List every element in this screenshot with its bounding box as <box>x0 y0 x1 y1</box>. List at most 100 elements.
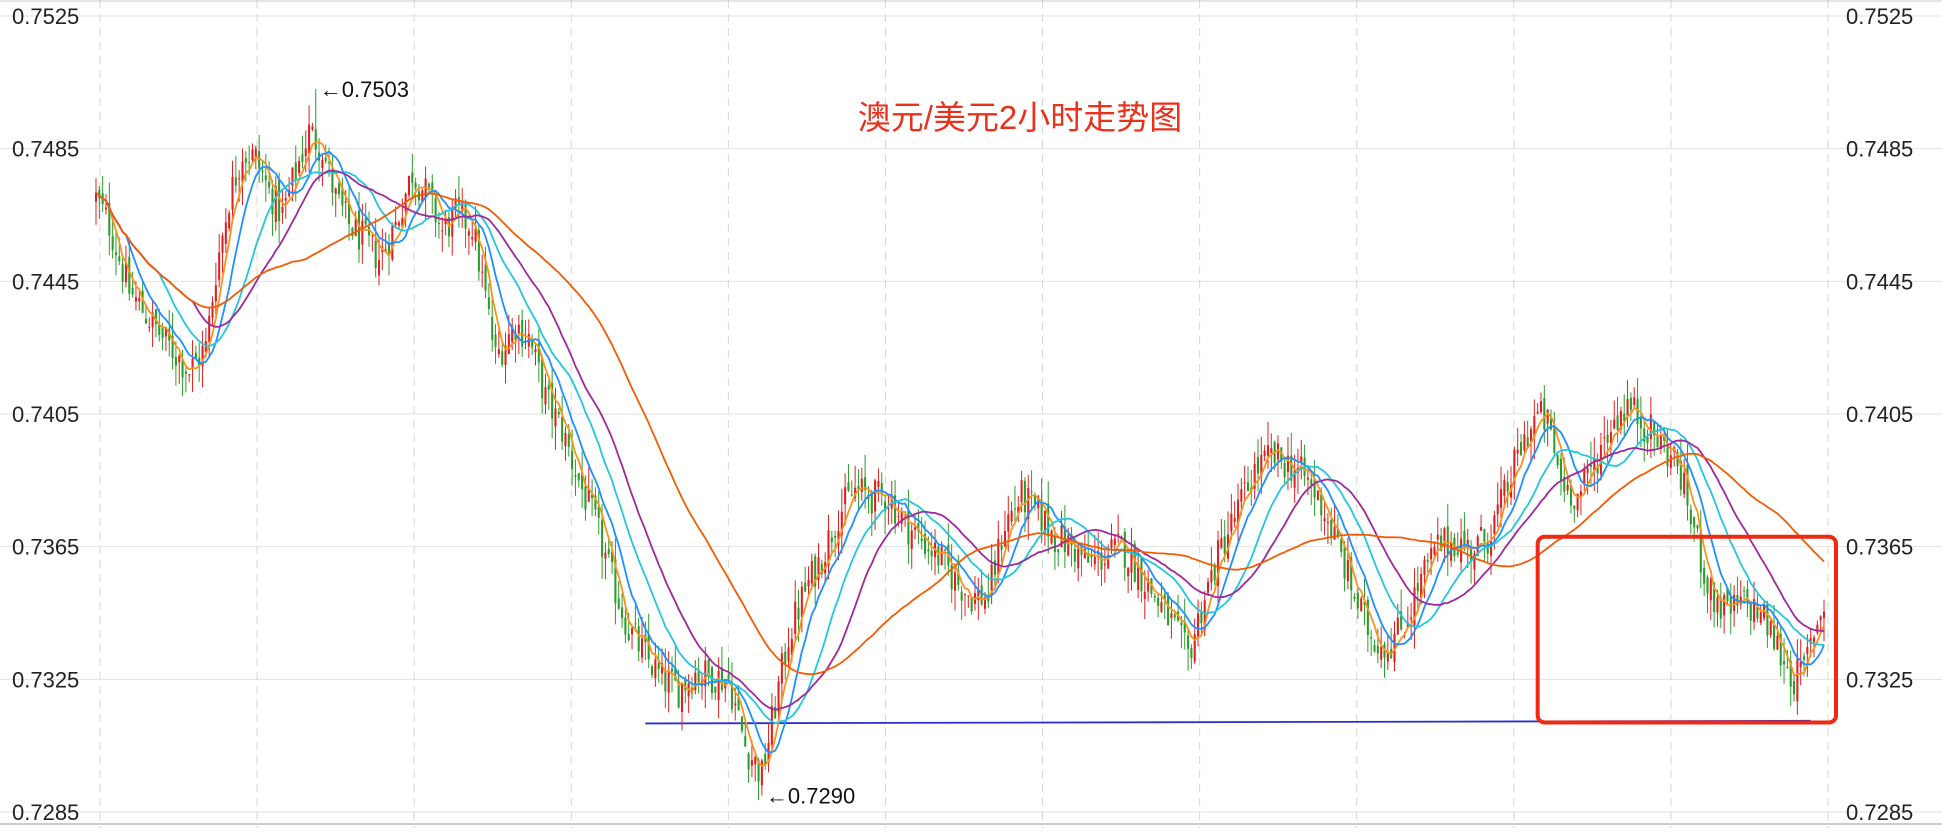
candle-341 <box>1230 493 1233 540</box>
candle-236 <box>880 472 883 506</box>
candle-233 <box>870 489 873 536</box>
candle-150 <box>594 487 597 517</box>
candle-62 <box>301 135 304 169</box>
candle-351 <box>1263 444 1266 462</box>
candle-410 <box>1460 518 1463 571</box>
candle-218 <box>820 559 823 579</box>
candle-461 <box>1629 392 1632 421</box>
candle-27 <box>184 366 187 393</box>
candle-190 <box>727 657 730 683</box>
candle-359 <box>1290 432 1293 489</box>
candle-340 <box>1226 511 1230 563</box>
candle-180 <box>694 660 697 695</box>
ma-line-60 <box>95 192 1825 676</box>
candle-383 <box>1370 629 1373 657</box>
candle-120 <box>494 323 497 364</box>
candle-270 <box>993 550 996 588</box>
candle-176 <box>680 681 684 731</box>
candle-162 <box>634 605 637 632</box>
candle-489 <box>1723 592 1726 634</box>
candle-375 <box>1343 540 1346 592</box>
candle-272 <box>1000 534 1003 567</box>
candle-212 <box>800 581 803 633</box>
candle-290 <box>1060 510 1063 548</box>
candle-352 <box>1266 422 1270 469</box>
candle-464 <box>1639 396 1642 448</box>
candle-181 <box>697 657 700 694</box>
candle-68 <box>321 154 324 187</box>
candle-216 <box>814 553 817 605</box>
candle-144 <box>574 459 577 496</box>
candle-484 <box>1706 575 1709 614</box>
candle-332 <box>1200 601 1203 637</box>
candle-145 <box>577 472 580 488</box>
candle-268 <box>987 573 990 609</box>
ma-line-10 <box>95 150 1825 754</box>
candle-253 <box>937 543 940 574</box>
candle-310 <box>1127 567 1130 594</box>
candle-346 <box>1246 466 1250 492</box>
candle-342 <box>1233 501 1236 528</box>
candle-467 <box>1649 396 1652 459</box>
candle-42 <box>234 155 237 193</box>
candle-66 <box>314 88 317 162</box>
candle-74 <box>341 177 344 217</box>
candle-316 <box>1147 569 1150 602</box>
candle-438 <box>1553 411 1556 457</box>
y-tick-right-3: 0.7405 <box>1846 402 1913 427</box>
candle-65 <box>311 122 314 132</box>
candle-386 <box>1380 626 1383 669</box>
y-tick-right-2: 0.7445 <box>1846 269 1913 294</box>
candle-105 <box>444 209 447 236</box>
candle-281 <box>1030 470 1033 511</box>
candle-287 <box>1050 529 1053 545</box>
candle-273 <box>1003 510 1006 548</box>
ma-line-30 <box>95 169 1825 711</box>
candle-478 <box>1686 444 1689 521</box>
candle-514 <box>1806 634 1809 677</box>
candle-113 <box>471 219 474 247</box>
candle-334 <box>1207 577 1210 597</box>
candle-432 <box>1533 399 1536 459</box>
candle-35 <box>211 296 214 326</box>
candle-169 <box>657 646 660 683</box>
candle-149 <box>591 479 594 517</box>
candle-71 <box>331 154 334 206</box>
candle-53 <box>271 179 274 237</box>
candle-175 <box>677 669 680 709</box>
candle-47 <box>251 143 254 164</box>
candle-430 <box>1526 420 1529 449</box>
candle-235 <box>877 468 880 502</box>
candle-503 <box>1769 618 1772 638</box>
candle-130 <box>527 319 530 359</box>
candle-249 <box>924 520 927 559</box>
y-tick-right-0: 0.7525 <box>1846 4 1913 29</box>
candle-317 <box>1150 577 1153 598</box>
y-tick-left-2: 0.7445 <box>12 269 79 294</box>
candle-322 <box>1167 592 1170 626</box>
candle-427 <box>1516 427 1519 467</box>
annotation-0: ←0.7503 <box>320 77 409 102</box>
candle-11 <box>131 271 134 298</box>
candle-164 <box>641 616 644 664</box>
candle-303 <box>1103 549 1106 583</box>
candle-349 <box>1256 439 1260 492</box>
candle-153 <box>604 542 607 580</box>
candle-151 <box>597 490 600 535</box>
y-tick-left-0: 0.7525 <box>12 4 79 29</box>
candle-499 <box>1756 593 1759 623</box>
candle-1 <box>98 185 101 220</box>
candle-76 <box>348 184 351 241</box>
candle-54 <box>274 176 277 231</box>
candle-455 <box>1609 419 1612 457</box>
candle-217 <box>817 543 820 590</box>
candle-487 <box>1716 589 1719 627</box>
axis-labels: 0.7525 0.7525 0.7485 0.7485 0.7445 0.7445 0.74… <box>12 4 1913 825</box>
candle-370 <box>1326 513 1329 544</box>
candle-106 <box>447 210 450 248</box>
candle-244 <box>907 489 910 565</box>
candle-28 <box>188 373 191 383</box>
candle-103 <box>437 212 440 239</box>
candle-197 <box>750 740 753 778</box>
candle-38 <box>221 232 224 274</box>
